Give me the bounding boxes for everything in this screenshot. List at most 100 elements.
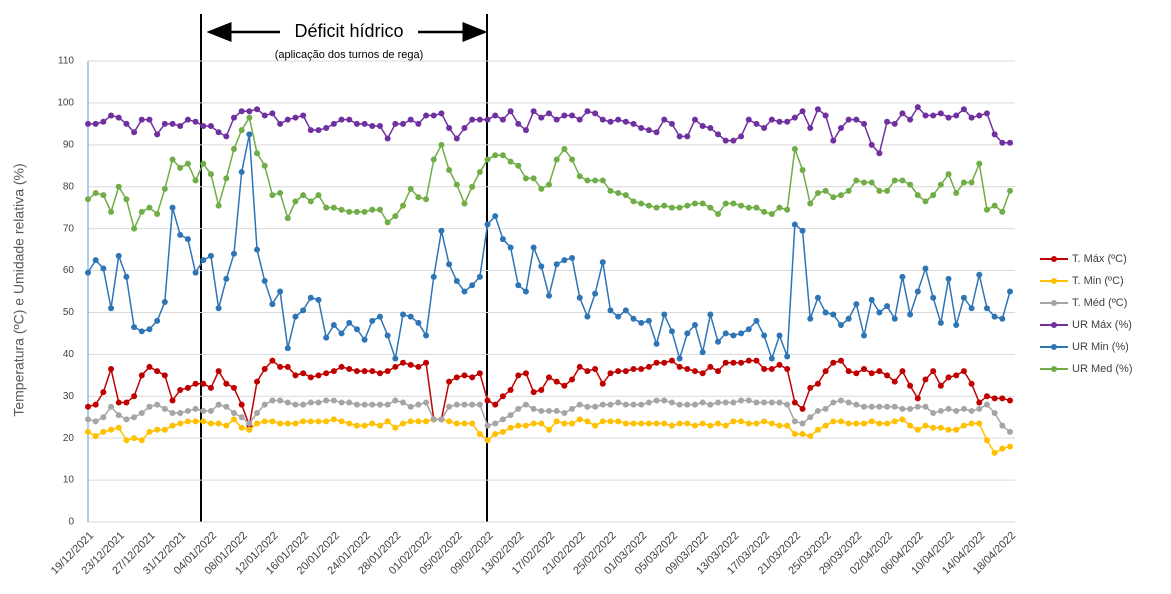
point: [891, 403, 898, 410]
annotation: Déficit hídrico: [294, 21, 403, 41]
point: [753, 357, 760, 364]
point: [131, 435, 138, 442]
point: [599, 380, 606, 387]
point: [369, 206, 376, 213]
point: [868, 141, 875, 148]
point: [284, 363, 291, 370]
point: [261, 112, 268, 119]
point: [1007, 397, 1013, 404]
point: [814, 190, 821, 197]
point: [876, 403, 883, 410]
point: [569, 254, 576, 261]
point: [499, 416, 506, 423]
point: [446, 261, 453, 268]
point: [738, 397, 745, 404]
point: [791, 114, 798, 121]
point: [891, 120, 898, 127]
point: [853, 401, 860, 408]
point: [761, 332, 768, 339]
point: [546, 426, 552, 433]
point: [861, 420, 868, 427]
point: [968, 114, 975, 121]
point: [546, 110, 552, 117]
point: [330, 120, 337, 127]
legend-label: T. Máx (ºC): [1072, 253, 1127, 265]
point: [307, 294, 314, 301]
point: [830, 137, 837, 144]
point: [607, 118, 614, 125]
point: [791, 418, 798, 425]
point: [254, 106, 261, 113]
point: [960, 422, 967, 429]
point: [907, 422, 914, 429]
point: [484, 422, 491, 429]
point: [215, 129, 222, 136]
point: [584, 418, 591, 425]
point: [269, 110, 276, 117]
point: [392, 363, 399, 370]
point: [200, 407, 207, 414]
point: [730, 418, 737, 425]
point: [115, 183, 122, 190]
point: [853, 420, 860, 427]
point: [161, 405, 168, 412]
point: [630, 198, 637, 205]
point: [707, 311, 714, 318]
point: [100, 118, 107, 125]
point: [154, 426, 161, 433]
point: [307, 374, 314, 381]
point: [991, 131, 998, 138]
point: [192, 118, 199, 125]
point: [1007, 428, 1013, 435]
point: [699, 370, 706, 377]
point: [330, 416, 337, 423]
point: [300, 112, 307, 119]
point: [991, 395, 998, 402]
point: [484, 156, 491, 163]
point: [907, 311, 914, 318]
point: [738, 330, 745, 337]
point: [622, 401, 629, 408]
point: [254, 420, 261, 427]
point: [254, 246, 261, 253]
point: [976, 405, 983, 412]
point: [976, 112, 983, 119]
point: [691, 322, 698, 329]
point: [108, 112, 115, 119]
point: [215, 420, 222, 427]
point: [546, 292, 552, 299]
point: [768, 420, 775, 427]
point: [530, 108, 537, 115]
point: [868, 296, 875, 303]
point: [85, 416, 91, 423]
point: [192, 380, 199, 387]
point: [868, 403, 875, 410]
point: [822, 405, 829, 412]
point: [930, 424, 937, 431]
point: [376, 370, 383, 377]
point: [415, 319, 422, 326]
point: [138, 410, 145, 417]
point: [738, 359, 745, 366]
point: [277, 420, 284, 427]
point: [745, 326, 752, 333]
point: [338, 418, 345, 425]
point: [983, 110, 990, 117]
point: [968, 420, 975, 427]
point: [999, 395, 1006, 402]
point: [768, 366, 775, 373]
point: [791, 221, 798, 228]
point: [684, 401, 691, 408]
point: [522, 370, 529, 377]
point: [645, 363, 652, 370]
point: [822, 112, 829, 119]
y-tick-label: 20: [63, 433, 75, 444]
point: [184, 160, 191, 167]
point: [346, 116, 353, 123]
point: [569, 112, 576, 119]
point: [684, 330, 691, 337]
point: [138, 328, 145, 335]
point: [615, 190, 622, 197]
point: [845, 368, 852, 375]
point: [177, 164, 184, 171]
